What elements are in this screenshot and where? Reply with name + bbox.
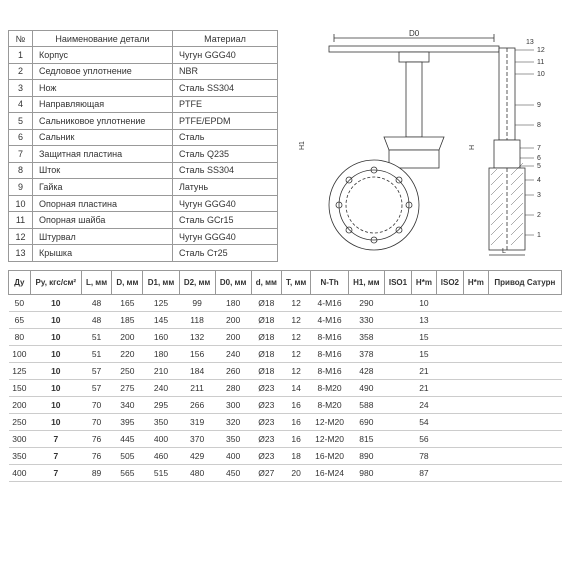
table-row: 3НожСталь SS304 [9, 80, 278, 97]
table-row: 1501057275240211280Ø23148-M2049021 [9, 380, 562, 397]
spec-header: Ру, кгс/см² [30, 271, 81, 295]
spec-header: d, мм [251, 271, 281, 295]
spec-header: Привод Сатурн [488, 271, 561, 295]
table-row: 300776445400370350Ø231612-M2081556 [9, 431, 562, 448]
spec-header: D1, мм [143, 271, 179, 295]
table-row: 1КорпусЧугун GGG40 [9, 47, 278, 64]
table-row: 2Седловое уплотнениеNBR [9, 63, 278, 80]
svg-text:10: 10 [537, 71, 545, 78]
spec-header: H*m [412, 271, 437, 295]
table-row: 8ШтокСталь SS304 [9, 162, 278, 179]
table-row: 6СальникСталь [9, 129, 278, 146]
specifications-table: ДуРу, кгс/см²L, ммD, ммD1, ммD2, ммD0, м… [8, 270, 562, 482]
spec-header: D0, мм [215, 271, 251, 295]
table-row: 12ШтурвалЧугун GGG40 [9, 228, 278, 245]
table-row: 10Опорная пластинаЧугун GGG40 [9, 195, 278, 212]
spec-header: H1, мм [348, 271, 384, 295]
spec-header: N-Th [311, 271, 348, 295]
technical-drawing: D0 [286, 30, 562, 262]
spec-header: H*m [463, 271, 488, 295]
parts-header-name: Наименование детали [33, 31, 173, 47]
svg-text:2: 2 [537, 212, 541, 219]
table-row: 4НаправляющаяPTFE [9, 96, 278, 113]
table-row: 7Защитная пластинаСталь Q235 [9, 146, 278, 163]
table-row: 400789565515480450Ø272016-M2498087 [9, 465, 562, 482]
svg-text:8: 8 [537, 122, 541, 129]
table-row: 350776505460429400Ø231816-M2089078 [9, 448, 562, 465]
table-row: 651048185145118200Ø18124-M1633013 [9, 312, 562, 329]
svg-text:12: 12 [537, 47, 545, 54]
svg-text:H: H [469, 145, 476, 150]
table-row: 801051200160132200Ø18128-M1635815 [9, 329, 562, 346]
spec-header: D, мм [112, 271, 143, 295]
table-row: 13КрышкаСталь Ст25 [9, 245, 278, 262]
svg-text:1: 1 [537, 232, 541, 239]
table-row: 2001070340295266300Ø23168-M2058824 [9, 397, 562, 414]
svg-text:9: 9 [537, 102, 541, 109]
svg-text:13: 13 [526, 39, 534, 46]
spec-header: D2, мм [179, 271, 215, 295]
spec-header: Ду [9, 271, 31, 295]
parts-header-num: № [9, 31, 33, 47]
table-row: 1251057250210184260Ø18128-M1642821 [9, 363, 562, 380]
svg-text:4: 4 [537, 177, 541, 184]
svg-text:H1: H1 [299, 141, 306, 150]
table-row: 2501070395350319320Ø231612-M2069054 [9, 414, 562, 431]
parts-header-material: Материал [173, 31, 278, 47]
table-row: 50104816512599180Ø18124-M1629010 [9, 295, 562, 312]
svg-text:11: 11 [537, 59, 544, 66]
spec-header: L, мм [81, 271, 111, 295]
svg-text:3: 3 [537, 192, 541, 199]
svg-text:L: L [502, 248, 506, 255]
svg-text:6: 6 [537, 155, 541, 162]
svg-text:D0: D0 [409, 30, 420, 38]
svg-text:7: 7 [537, 145, 541, 152]
spec-header: ISO1 [384, 271, 411, 295]
spec-header: T, мм [281, 271, 310, 295]
parts-list-table: № Наименование детали Материал 1КорпусЧу… [8, 30, 278, 262]
table-row: 9ГайкаЛатунь [9, 179, 278, 196]
table-row: 1001051220180156240Ø18128-M1637815 [9, 346, 562, 363]
table-row: 5Сальниковое уплотнениеPTFE/EPDM [9, 113, 278, 130]
table-row: 11Опорная шайбаСталь GCr15 [9, 212, 278, 229]
svg-text:5: 5 [537, 163, 541, 170]
spec-header: ISO2 [436, 271, 463, 295]
